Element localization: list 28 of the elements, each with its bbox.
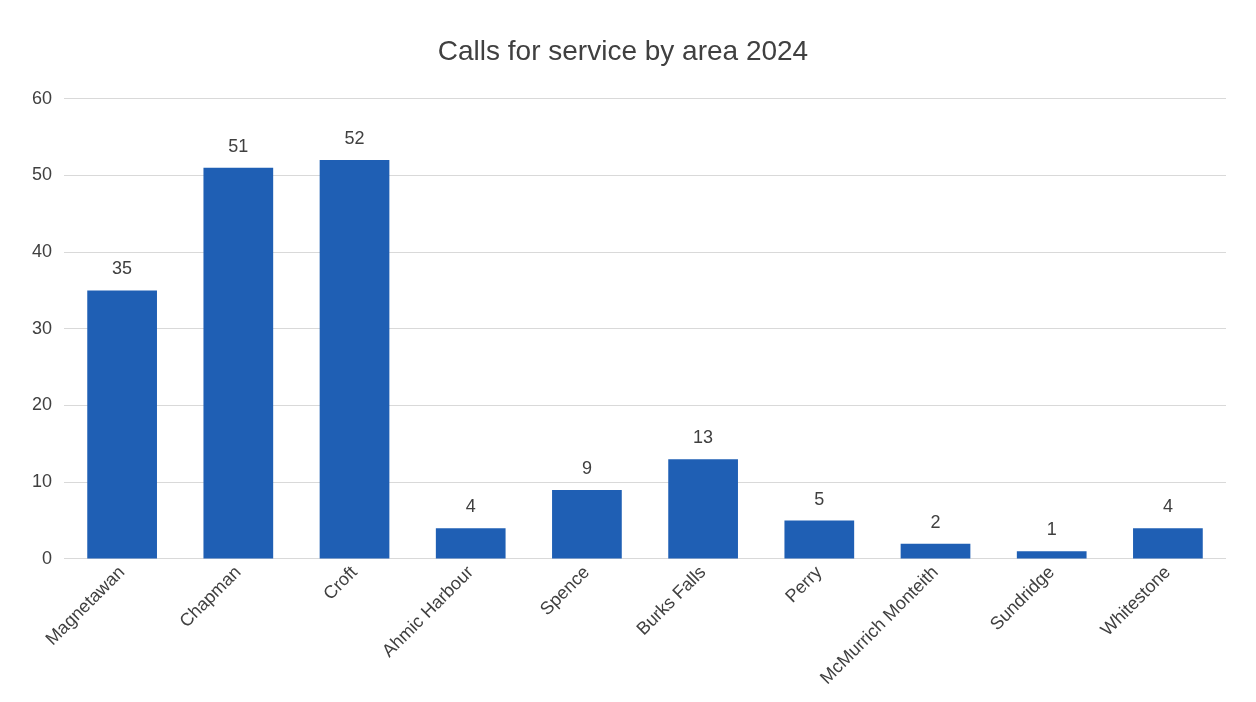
bar (319, 159, 390, 559)
data-label: 2 (930, 511, 941, 532)
bar (784, 520, 855, 559)
bar (1016, 551, 1087, 559)
y-tick-label: 20 (31, 394, 53, 415)
chart-title: Calls for service by area 2024 (437, 34, 809, 66)
data-label: 52 (344, 127, 365, 148)
data-label: 51 (228, 135, 249, 156)
bar (552, 489, 622, 559)
y-tick-label: 50 (31, 164, 53, 185)
data-label: 5 (814, 488, 825, 509)
data-label: 9 (581, 457, 592, 478)
data-label: 13 (693, 427, 714, 448)
y-tick-label: 40 (31, 241, 53, 262)
data-label: 35 (112, 258, 133, 279)
bar (1133, 528, 1203, 559)
data-label: 4 (1162, 496, 1173, 517)
data-label: 1 (1046, 519, 1057, 540)
y-tick-label: 10 (31, 471, 53, 492)
data-label: 4 (465, 496, 476, 517)
bar (668, 459, 738, 559)
y-tick-label: 60 (31, 87, 53, 108)
bar (900, 543, 971, 559)
bar (435, 528, 506, 559)
bar (203, 167, 274, 559)
bar (87, 290, 157, 559)
y-tick-label: 30 (31, 317, 53, 338)
y-tick-label: 0 (42, 547, 53, 568)
